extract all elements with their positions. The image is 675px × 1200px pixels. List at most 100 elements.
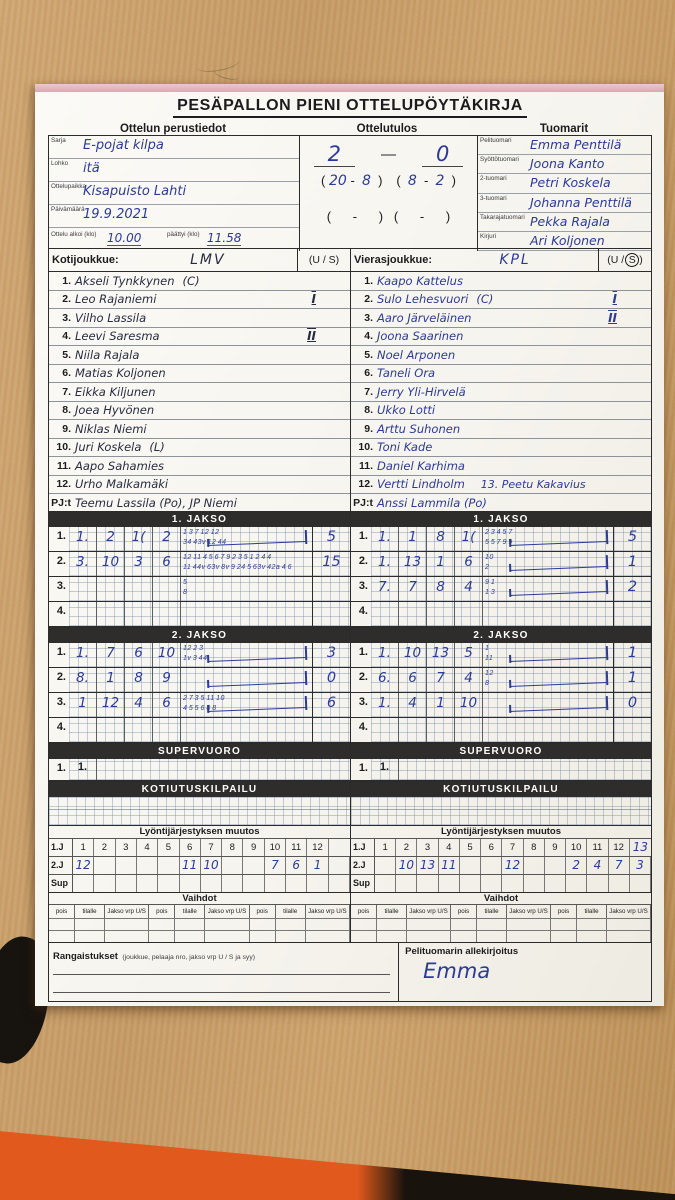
small-notes bbox=[483, 602, 613, 626]
player-name: Noel Arponen bbox=[377, 347, 456, 362]
muutos-value-cell: 13 bbox=[417, 857, 439, 874]
player-number: 5. bbox=[62, 348, 71, 361]
info-row: Lohko itä bbox=[49, 159, 299, 182]
vaihdot-empty-row bbox=[49, 918, 350, 930]
muutos-empty-cell bbox=[502, 875, 524, 892]
batter-cell bbox=[153, 718, 181, 742]
row-grid: 1. 13 1 6 10 2 1 bbox=[371, 552, 651, 576]
home-roster-row: 8. Joea Hyvönen bbox=[49, 402, 350, 420]
batter-cell: 10 bbox=[455, 693, 483, 717]
away-team-header: Vierasjoukkue: KPL (U / S) bbox=[351, 249, 651, 272]
player-name: Niila Rajala bbox=[75, 347, 140, 362]
batter-cell bbox=[371, 718, 399, 742]
batter-cell: 12 bbox=[97, 693, 125, 717]
muutos-header-cell: 3 bbox=[417, 839, 439, 856]
muutos-value-cell: 6 bbox=[286, 857, 308, 874]
player-name: Daniel Karhima bbox=[377, 458, 465, 473]
muutos-value-cell bbox=[375, 857, 397, 874]
muutos-value-cell bbox=[524, 857, 545, 874]
row-number: 3. bbox=[358, 696, 368, 708]
small-notes: 10 2 bbox=[485, 554, 494, 571]
player-mark: (C) bbox=[182, 273, 200, 288]
referee-signature: Emma bbox=[423, 959, 491, 983]
away-roster-row: 10. Toni Kade bbox=[351, 439, 651, 457]
row-number: 4. bbox=[56, 605, 66, 617]
muutos-header-cell: 9 bbox=[545, 839, 567, 856]
away-vaihdot-header: pois tilalle Jakso vrp U/S pois tilalle … bbox=[351, 904, 651, 918]
home-roster-row: 4. Leevi Saresma II bbox=[49, 328, 350, 346]
batter-cell bbox=[97, 577, 125, 601]
home-roster-row: 7. Eikka Kiljunen bbox=[49, 383, 350, 402]
batter-cell bbox=[69, 577, 97, 601]
paren-close: ) bbox=[451, 173, 456, 188]
away-roster-row: 11. Daniel Karhima bbox=[351, 457, 651, 476]
muutos-value-cell: 3 bbox=[630, 857, 651, 874]
away-roster-row: 5. Noel Arponen bbox=[351, 346, 651, 365]
home-roster-row: 11. Aapo Sahamies bbox=[49, 457, 350, 476]
player-name: Kaapo Kattelus bbox=[377, 273, 463, 288]
row-grid bbox=[69, 718, 350, 742]
row-score bbox=[312, 602, 350, 626]
muutos-empty-cell bbox=[307, 875, 329, 892]
muutos-header-cell: 1 bbox=[73, 839, 95, 856]
row-number: 3. bbox=[56, 580, 66, 592]
player-number: 2. bbox=[364, 293, 373, 306]
home-muutos-row1: 1.J 1 2 3 4 5 6 7 8 9 10 11 12 bbox=[49, 838, 350, 856]
away-roster-row: 8. Ukko Lotti bbox=[351, 402, 651, 420]
vaihdot-empty-row bbox=[351, 930, 651, 942]
section-perustiedot: Ottelun perustiedot bbox=[119, 123, 227, 135]
muutos-header-cell: 7 bbox=[201, 839, 223, 856]
home-vaihdot-header: pois tilalle Jakso vrp U/S pois tilalle … bbox=[49, 904, 350, 918]
player-number: 3. bbox=[364, 311, 373, 324]
small-notes: 2 7 3 5 11 10 4 5 5 6 8 8 bbox=[183, 695, 225, 712]
muutos-value-cell bbox=[94, 857, 116, 874]
player-name: Urho Malkamäki bbox=[75, 477, 169, 492]
batter-cell: 6 bbox=[399, 668, 427, 692]
official-role: Kirjuri bbox=[480, 232, 497, 240]
period-labels bbox=[300, 193, 477, 204]
start-time-label: Ottelu alkoi (klo) bbox=[51, 231, 97, 238]
score-row: 1. 1. 10 13 5 1 11 1 bbox=[351, 643, 651, 668]
home-muutos-row3: Sup bbox=[49, 874, 350, 892]
penalties-writing-line bbox=[53, 974, 391, 975]
row-number: 2. bbox=[358, 671, 368, 683]
player-number: 10. bbox=[358, 441, 373, 454]
row-number: 2. bbox=[358, 555, 368, 567]
away-roster-row: 6. Taneli Ora bbox=[351, 365, 651, 383]
home-kotiutus-bar: KOTIUTUSKILPAILU bbox=[49, 781, 350, 797]
batter-cell: 1. bbox=[371, 552, 399, 576]
muutos-value-cell bbox=[481, 857, 503, 874]
away-roster-row: 2. Sulo Lehesvuori (C) I bbox=[351, 291, 651, 309]
batter-cell: 1 bbox=[399, 527, 427, 551]
row-number: 4. bbox=[358, 605, 368, 617]
teams-area: Kotijoukkue: LMV (U / S) 1. Akseli Tynkk… bbox=[48, 249, 652, 943]
player-number: 12. bbox=[56, 478, 71, 491]
vaihdot-empty-row bbox=[49, 930, 350, 942]
away-roster-row: 1. Kaapo Kattelus bbox=[351, 272, 651, 291]
muutos-empty-cell bbox=[158, 875, 180, 892]
player-number: 8. bbox=[364, 404, 373, 417]
away-roster: 1. Kaapo Kattelus 2. Sulo Lehesvuori (C) bbox=[351, 272, 651, 511]
score-row: 2. 6. 6 7 4 12 8 1 bbox=[351, 668, 651, 693]
row-score: 15 bbox=[312, 552, 350, 576]
batter-cell: 3. bbox=[69, 552, 97, 576]
official-role: Pelituomari bbox=[480, 137, 512, 144]
away-supervuoro-row: 1. 1. bbox=[351, 759, 651, 781]
muutos-header-cell: 5 bbox=[158, 839, 180, 856]
player-number: 9. bbox=[364, 422, 373, 435]
row-score: 5 bbox=[613, 527, 651, 551]
home-roster-row: 5. Niila Rajala bbox=[49, 346, 350, 365]
away-kotiutus-grid bbox=[351, 797, 651, 825]
period-scores: ( 20 - 8 ) ( 8 - 2 ) bbox=[300, 169, 477, 193]
info-label: Lohko bbox=[51, 160, 69, 167]
batter-cell bbox=[125, 602, 153, 626]
muutos-value-cell: 7 bbox=[265, 857, 287, 874]
form-title: PESÄPALLON PIENI OTTELUPÖYTÄKIRJA bbox=[173, 97, 527, 118]
muutos-header-cell: 11 bbox=[587, 839, 609, 856]
penalties-area: Rangaistukset (joukkue, pelaaja nro, jak… bbox=[49, 943, 398, 1001]
small-notes: 12 11 4 5 6 7 9 2 3 5 1 2 4 4 11 44v 63v … bbox=[183, 554, 293, 571]
row-grid bbox=[371, 718, 651, 742]
